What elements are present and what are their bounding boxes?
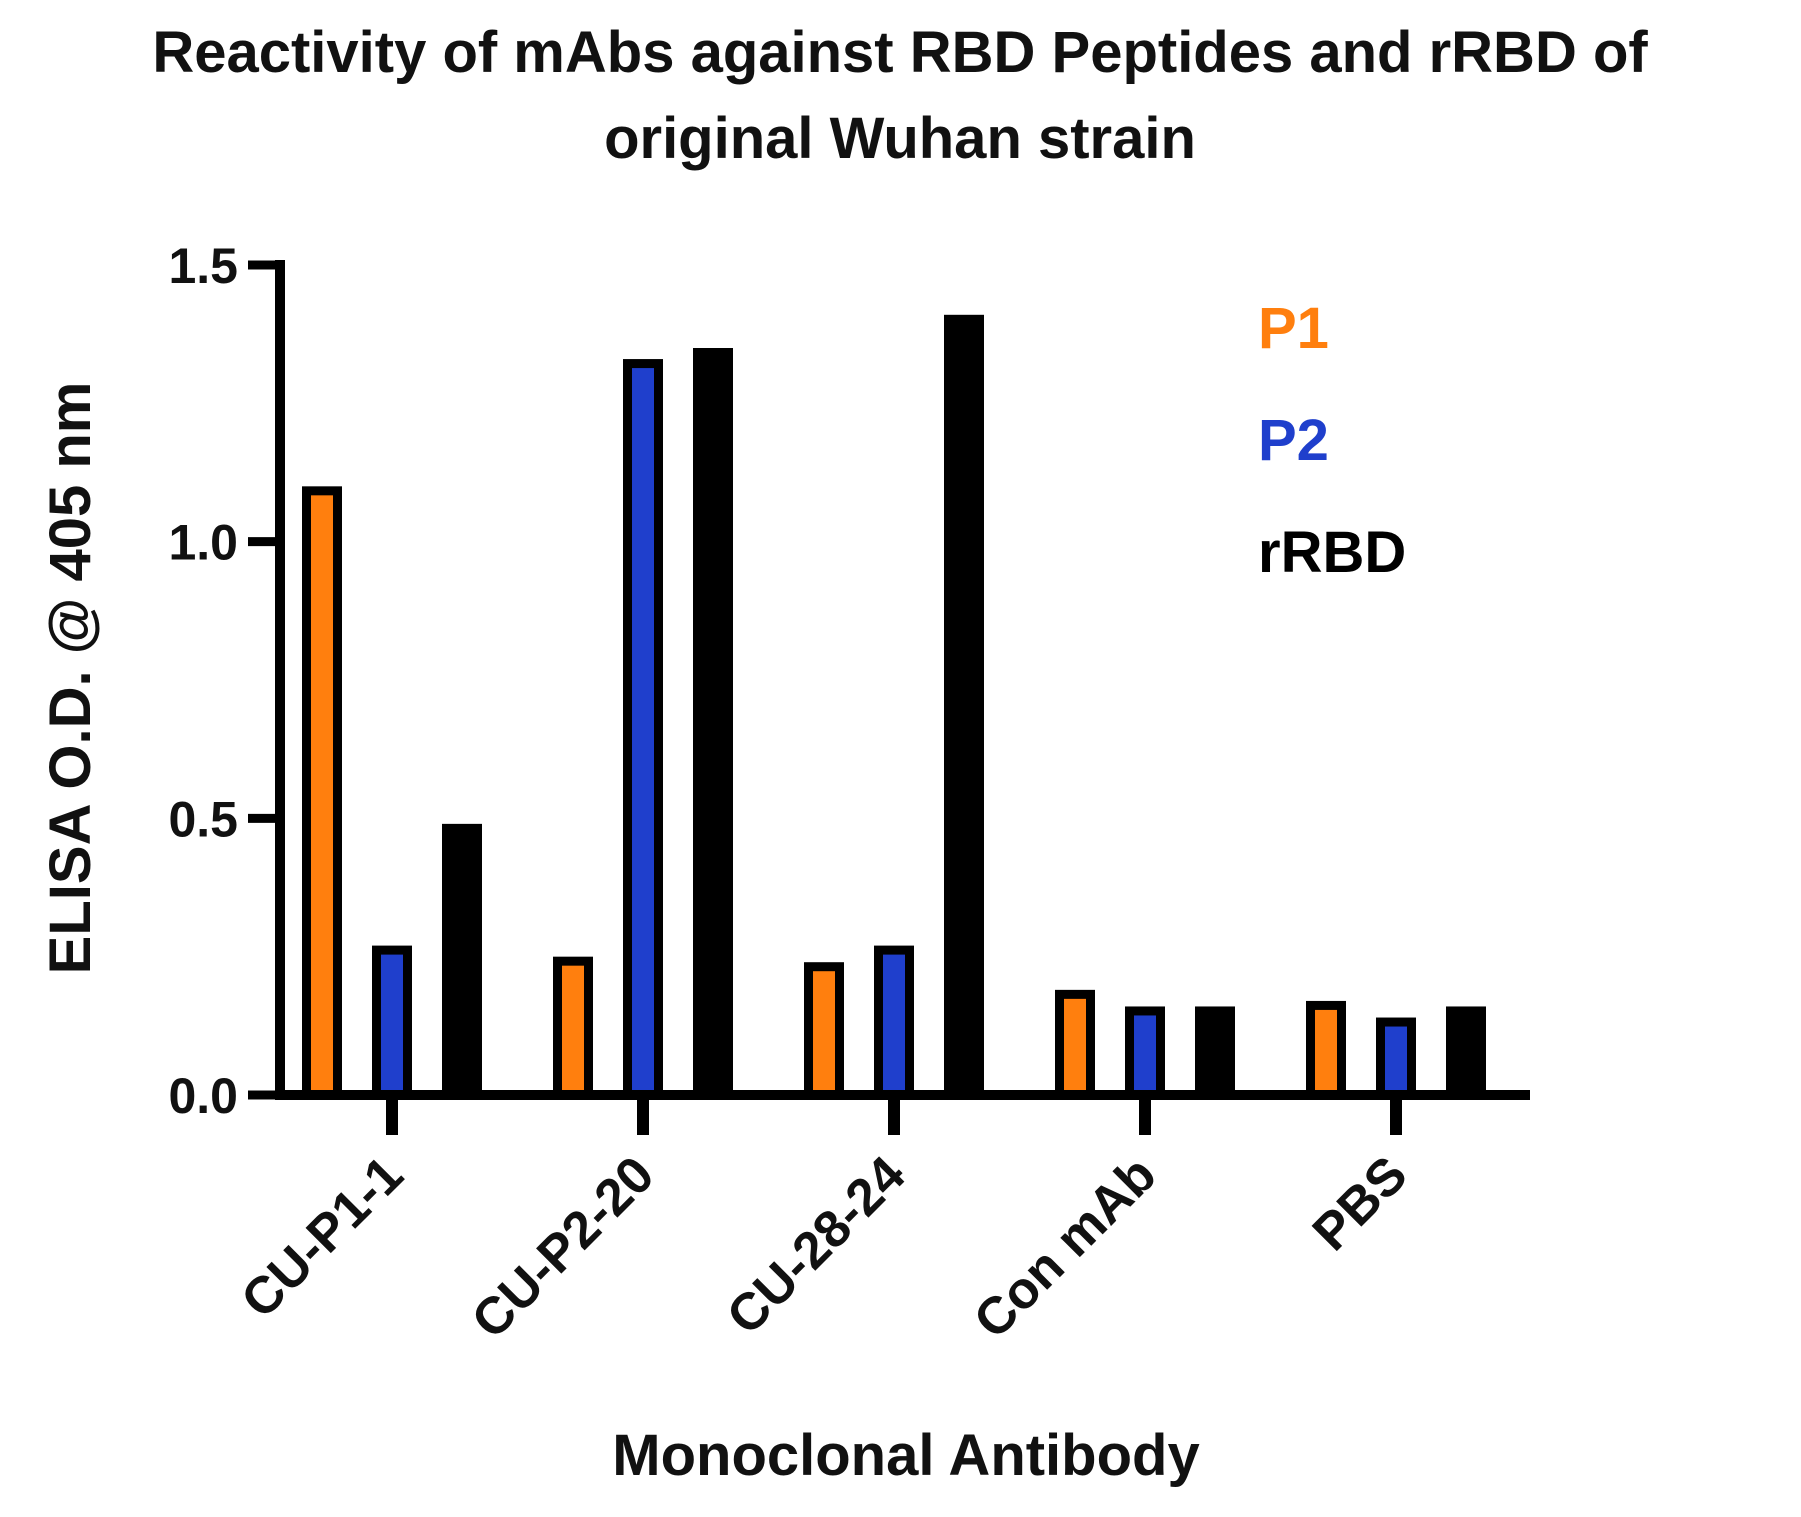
y-tick-label: 0.0 — [168, 1068, 238, 1124]
bar-p2-con-mab — [1125, 1006, 1165, 1100]
bar-p1-cu-28-24 — [804, 962, 844, 1100]
chart-title-line-2: original Wuhan strain — [604, 106, 1196, 171]
x-tick-label: CU-28-24 — [716, 1145, 916, 1345]
bar-rrbd-cu-p1-1 — [442, 823, 482, 1100]
x-tick-label: Con mAb — [963, 1145, 1167, 1349]
bar-p2-cu-p2-20 — [623, 359, 663, 1100]
y-axis-title: ELISA O.D. @ 405 nm — [38, 382, 103, 975]
legend: P1 P2 rRBD — [1258, 296, 1406, 585]
bar-p1-cu-p2-20 — [553, 956, 593, 1100]
x-tick-label: CU-P2-20 — [461, 1145, 665, 1349]
bar-rrbd-con-mab — [1195, 1006, 1235, 1100]
bar-p2-cu-28-24 — [874, 945, 914, 1100]
bar-rrbd-cu-p2-20 — [693, 348, 733, 1100]
legend-label-rrbd: rRBD — [1258, 520, 1406, 585]
bar-rrbd-cu-28-24 — [944, 314, 984, 1100]
bar-p2-cu-p1-1 — [372, 945, 412, 1100]
legend-label-p1: P1 — [1258, 296, 1329, 361]
legend-label-p2: P2 — [1258, 408, 1329, 473]
bar-p1-pbs — [1306, 1000, 1346, 1100]
bar-rrbd-pbs — [1446, 1006, 1486, 1100]
bar-p1-cu-p1-1 — [302, 486, 342, 1100]
bar-p1-con-mab — [1055, 989, 1095, 1100]
y-tick-label: 0.5 — [168, 791, 238, 847]
x-tick-label: CU-P1-1 — [230, 1145, 414, 1329]
x-axis-title: Monoclonal Antibody — [612, 1423, 1199, 1488]
bar-p2-pbs — [1376, 1017, 1416, 1100]
chart-title-line-1: Reactivity of mAbs against RBD Peptides … — [152, 20, 1648, 85]
x-tick-label: PBS — [1302, 1145, 1419, 1262]
y-tick-label: 1.5 — [168, 238, 238, 294]
y-tick-label: 1.0 — [168, 515, 238, 571]
plot-area: 0.0 0.5 1.0 1.5 CU-P1-1 CU-P2-20 CU-28-24 Con m… — [168, 238, 1530, 1350]
